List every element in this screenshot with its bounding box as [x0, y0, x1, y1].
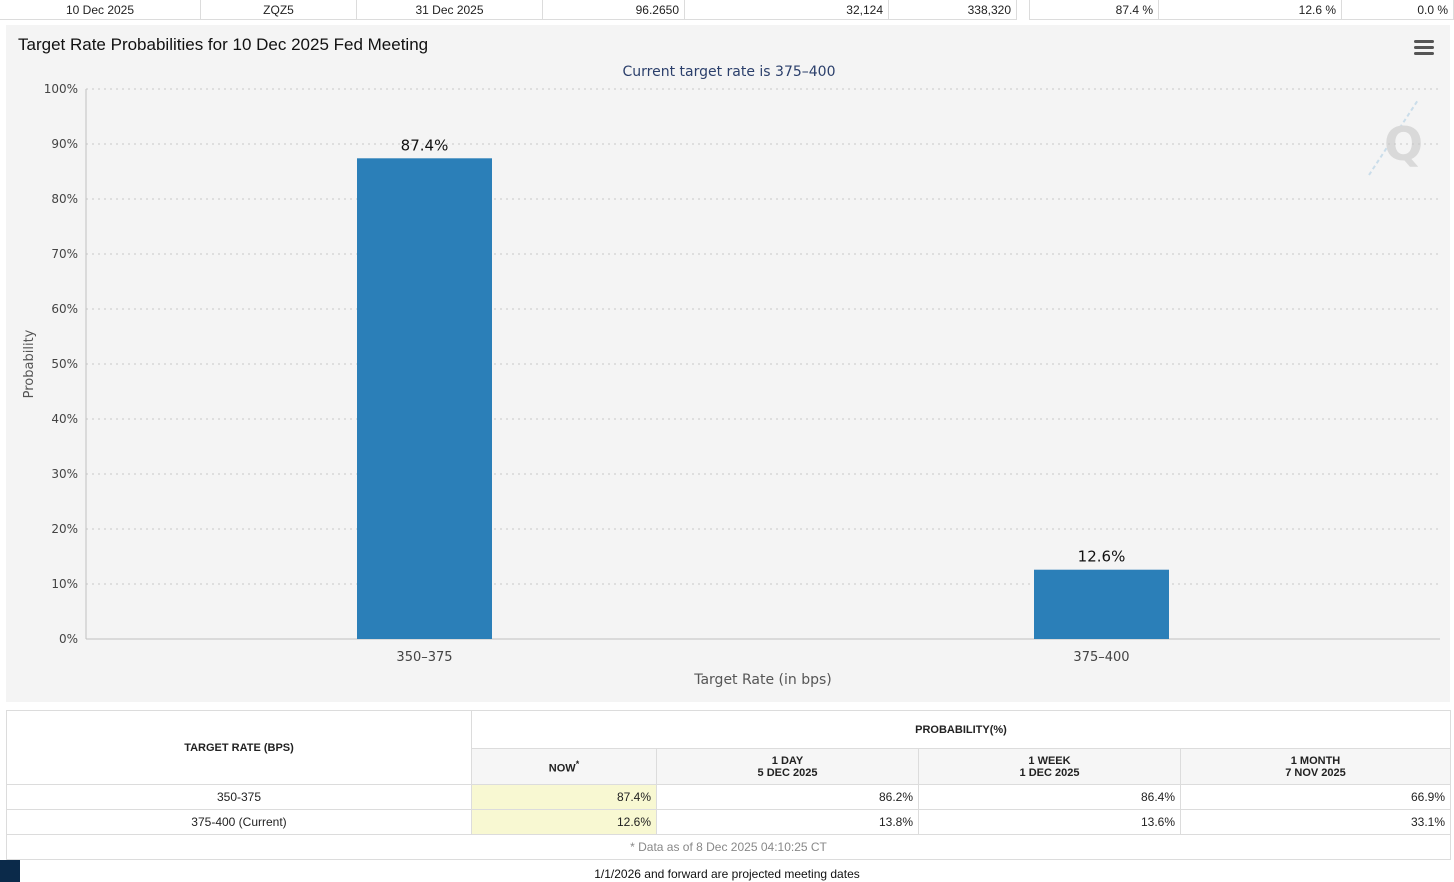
data-label: 12.6%	[1078, 548, 1126, 566]
rate-cell: 350-375	[6, 784, 472, 810]
meeting-summary-row: 10 Dec 2025 ZQZ5 31 Dec 2025 96.2650 32,…	[0, 0, 1454, 22]
bar-1[interactable]	[357, 158, 492, 640]
x-axis-label: Target Rate (in bps)	[693, 672, 832, 688]
y-tick-label: 90%	[51, 137, 78, 151]
now-cell: 12.6%	[471, 809, 657, 835]
y-tick-label: 70%	[51, 247, 78, 261]
header-1-month: 1 MONTH 7 NOV 2025	[1180, 748, 1451, 785]
gridlines	[86, 88, 1440, 585]
probability-table: TARGET RATE (BPS) PROBABILITY(%) NOW* 1 …	[6, 710, 1451, 860]
x-axis-ticks: 350–375 375–400	[396, 650, 1129, 665]
prob-ease: 87.4 %	[1029, 0, 1159, 20]
header-1-day: 1 DAY 5 DEC 2025	[656, 748, 919, 785]
day-cell: 86.2%	[656, 784, 919, 810]
bar-chart: Q Current target rate is 375–400 0% 10% 20…	[22, 64, 1440, 688]
y-axis-ticks: 0% 10% 20% 30% 40% 50% 60% 70% 80% 90% 100%	[44, 82, 78, 646]
projected-dates-note: 1/1/2026 and forward are projected meeti…	[594, 867, 860, 881]
y-tick-label: 50%	[51, 357, 78, 371]
header-probability: PROBABILITY(%)	[471, 710, 1451, 749]
prior-volume: 32,124	[685, 0, 889, 20]
meeting-date: 10 Dec 2025	[0, 0, 201, 20]
bar-2[interactable]	[1034, 569, 1169, 639]
week-cell: 13.6%	[918, 809, 1181, 835]
prob-no-change: 12.6 %	[1159, 0, 1342, 20]
hamburger-menu-icon[interactable]	[1414, 40, 1434, 56]
y-tick-label: 100%	[44, 82, 78, 96]
y-axis-label: Probability	[22, 329, 37, 398]
chart-subtitle: Current target rate is 375–400	[622, 64, 835, 80]
header-1-week: 1 WEEK 1 DEC 2025	[918, 748, 1181, 785]
q-logo-watermark: Q	[1368, 99, 1423, 176]
header-target-rate: TARGET RATE (BPS)	[6, 710, 472, 785]
table-row: 375-400 (Current) 12.6% 13.8% 13.6% 33.1…	[6, 809, 1451, 835]
chart-title: Target Rate Probabilities for 10 Dec 202…	[18, 35, 429, 54]
month-cell: 33.1%	[1180, 809, 1451, 835]
prior-open-interest: 338,320	[889, 0, 1017, 20]
expiry-date: 31 Dec 2025	[357, 0, 543, 20]
header-1-month-label: 1 MONTH	[1290, 754, 1341, 767]
header-1-week-label: 1 WEEK	[1028, 754, 1071, 767]
svg-text:Q: Q	[1384, 117, 1423, 171]
header-1-day-date: 5 DEC 2025	[757, 766, 818, 779]
week-cell: 86.4%	[918, 784, 1181, 810]
header-1-day-label: 1 DAY	[771, 754, 804, 767]
corner-tab[interactable]	[0, 860, 20, 882]
month-cell: 66.9%	[1180, 784, 1451, 810]
x-tick-label: 375–400	[1073, 650, 1129, 665]
header-now-mark: *	[575, 758, 580, 769]
table-row: 350-375 87.4% 86.2% 86.4% 66.9%	[6, 784, 1451, 810]
data-timestamp-note: * Data as of 8 Dec 2025 04:10:25 CT	[6, 834, 1451, 860]
day-cell: 13.8%	[656, 809, 919, 835]
prob-hike: 0.0 %	[1342, 0, 1454, 20]
header-now-label: NOW	[548, 762, 576, 775]
mid-price: 96.2650	[543, 0, 685, 20]
y-tick-label: 60%	[51, 302, 78, 316]
contract-code: ZQZ5	[201, 0, 357, 20]
data-label: 87.4%	[401, 136, 449, 154]
y-tick-label: 10%	[51, 577, 78, 591]
y-tick-label: 40%	[51, 412, 78, 426]
header-1-week-date: 1 DEC 2025	[1019, 766, 1080, 779]
y-tick-label: 0%	[59, 632, 78, 646]
y-tick-label: 20%	[51, 522, 78, 536]
rate-cell: 375-400 (Current)	[6, 809, 472, 835]
now-cell: 87.4%	[471, 784, 657, 810]
chart-panel: Target Rate Probabilities for 10 Dec 202…	[6, 25, 1450, 702]
x-tick-label: 350–375	[396, 650, 452, 665]
header-1-month-date: 7 NOV 2025	[1285, 766, 1346, 779]
header-now: NOW*	[471, 748, 657, 785]
y-tick-label: 80%	[51, 192, 78, 206]
y-tick-label: 30%	[51, 467, 78, 481]
bars: 87.4% 12.6%	[357, 136, 1169, 640]
